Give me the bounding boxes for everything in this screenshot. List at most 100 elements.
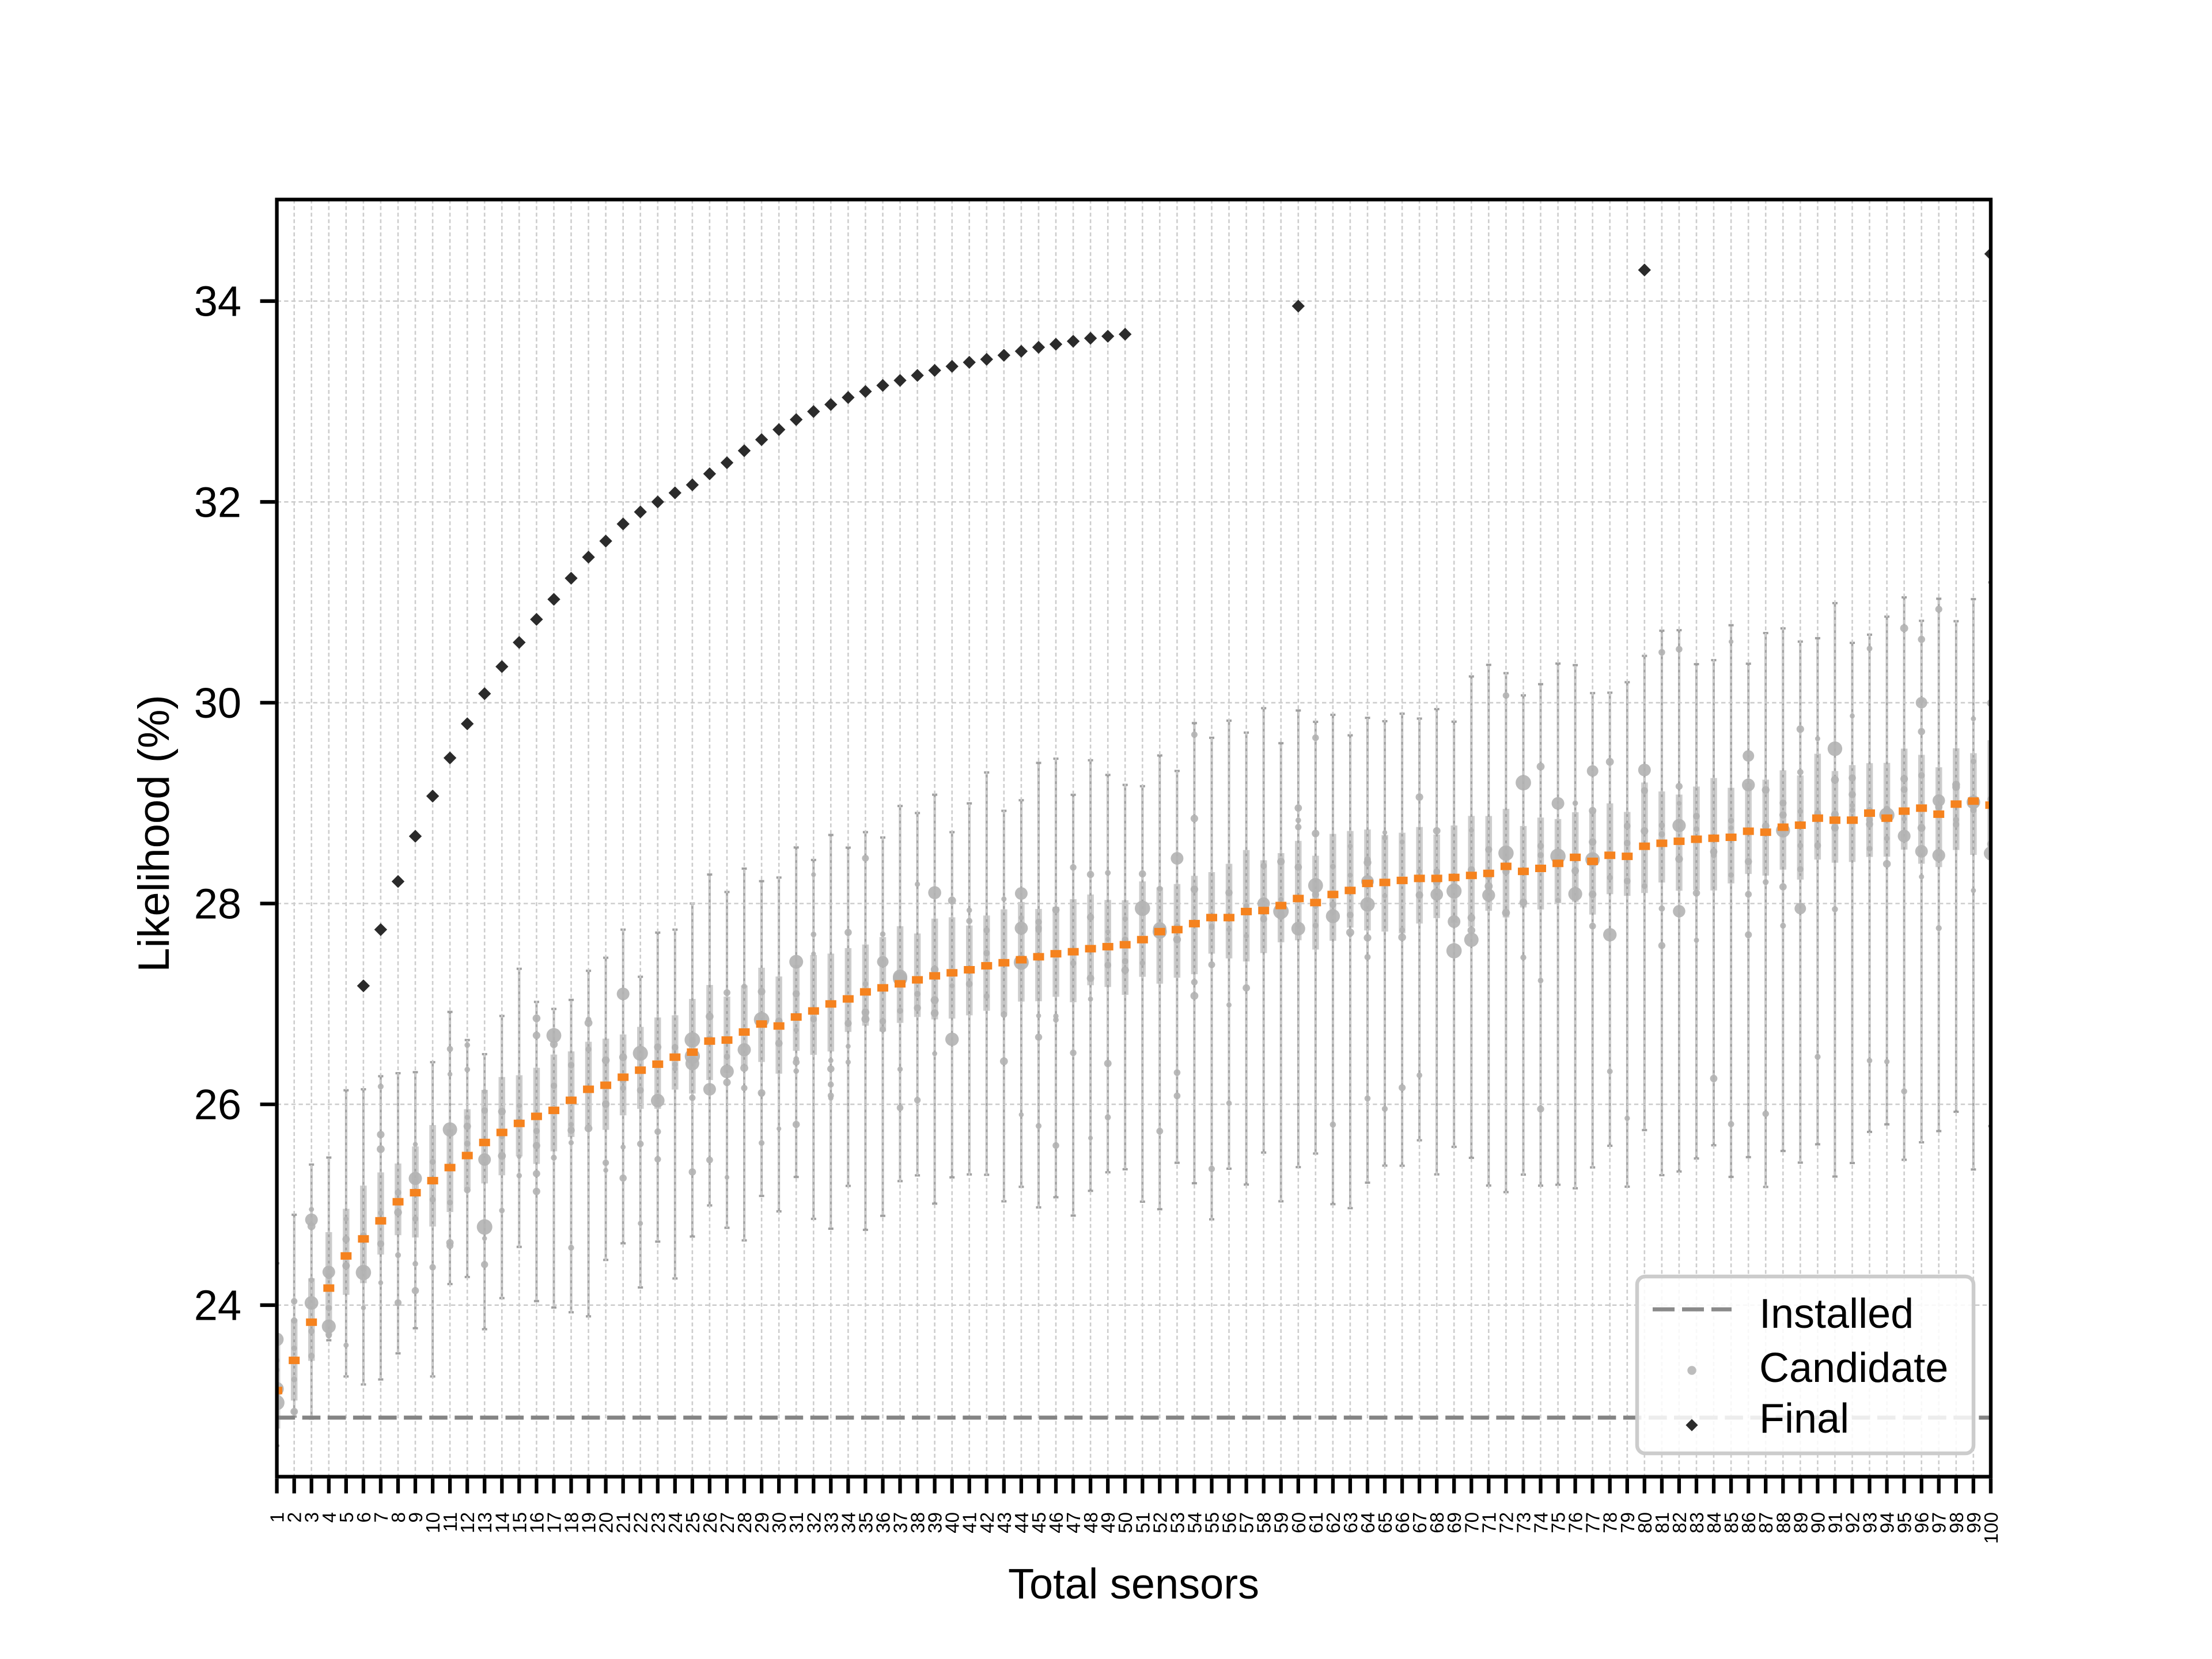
svg-text:21: 21 [613, 1512, 634, 1533]
svg-text:71: 71 [1478, 1512, 1499, 1533]
svg-text:64: 64 [1357, 1512, 1378, 1533]
svg-text:76: 76 [1565, 1512, 1586, 1533]
svg-text:11: 11 [440, 1512, 461, 1532]
svg-text:82: 82 [1669, 1512, 1690, 1533]
svg-text:42: 42 [976, 1512, 998, 1533]
svg-text:43: 43 [994, 1512, 1015, 1533]
svg-text:52: 52 [1149, 1512, 1171, 1533]
svg-text:Total sensors: Total sensors [1008, 1560, 1259, 1608]
svg-text:55: 55 [1202, 1512, 1223, 1533]
svg-text:19: 19 [578, 1512, 600, 1533]
svg-text:61: 61 [1305, 1512, 1327, 1533]
svg-text:62: 62 [1323, 1512, 1344, 1533]
svg-text:30: 30 [768, 1512, 790, 1533]
svg-text:94: 94 [1877, 1512, 1898, 1533]
svg-text:18: 18 [561, 1512, 582, 1533]
svg-text:Final: Final [1759, 1396, 1849, 1442]
svg-text:78: 78 [1600, 1512, 1621, 1533]
svg-text:97: 97 [1929, 1512, 1950, 1533]
svg-text:45: 45 [1028, 1512, 1050, 1533]
svg-text:26: 26 [699, 1512, 721, 1533]
svg-text:34: 34 [838, 1512, 859, 1533]
svg-text:96: 96 [1911, 1512, 1933, 1533]
svg-text:56: 56 [1219, 1512, 1240, 1533]
svg-text:49: 49 [1097, 1512, 1119, 1533]
svg-text:32: 32 [194, 478, 241, 526]
svg-text:53: 53 [1166, 1512, 1188, 1533]
svg-text:27: 27 [717, 1512, 738, 1533]
svg-text:50: 50 [1115, 1512, 1136, 1533]
svg-text:29: 29 [751, 1512, 772, 1533]
svg-text:81: 81 [1652, 1512, 1673, 1533]
svg-text:65: 65 [1374, 1512, 1396, 1533]
svg-text:59: 59 [1271, 1512, 1292, 1533]
svg-text:70: 70 [1461, 1512, 1482, 1533]
svg-text:35: 35 [855, 1512, 876, 1533]
svg-text:93: 93 [1859, 1512, 1881, 1533]
svg-text:7: 7 [370, 1512, 392, 1522]
svg-text:67: 67 [1409, 1512, 1430, 1533]
svg-text:75: 75 [1548, 1512, 1569, 1533]
svg-text:77: 77 [1582, 1512, 1604, 1533]
svg-text:90: 90 [1807, 1512, 1828, 1533]
svg-text:Installed: Installed [1759, 1291, 1914, 1337]
svg-text:12: 12 [457, 1512, 478, 1533]
svg-text:17: 17 [544, 1512, 565, 1533]
svg-text:92: 92 [1842, 1512, 1863, 1533]
svg-text:33: 33 [820, 1512, 842, 1533]
svg-text:16: 16 [526, 1512, 547, 1533]
svg-text:46: 46 [1046, 1512, 1067, 1533]
svg-text:51: 51 [1132, 1512, 1153, 1533]
svg-text:74: 74 [1531, 1512, 1552, 1533]
svg-text:63: 63 [1340, 1512, 1361, 1533]
svg-text:83: 83 [1686, 1512, 1707, 1533]
svg-text:39: 39 [925, 1512, 946, 1533]
svg-text:54: 54 [1184, 1512, 1205, 1533]
svg-text:31: 31 [786, 1512, 807, 1533]
svg-text:24: 24 [665, 1512, 686, 1533]
svg-text:Candidate: Candidate [1759, 1345, 1948, 1391]
svg-text:72: 72 [1495, 1512, 1517, 1533]
svg-text:22: 22 [630, 1512, 652, 1533]
svg-text:47: 47 [1063, 1512, 1084, 1533]
svg-text:87: 87 [1755, 1512, 1777, 1533]
svg-text:28: 28 [734, 1512, 755, 1533]
svg-text:26: 26 [194, 1081, 241, 1128]
svg-text:79: 79 [1617, 1512, 1638, 1533]
svg-text:28: 28 [194, 880, 241, 928]
svg-text:86: 86 [1738, 1512, 1759, 1533]
svg-text:58: 58 [1253, 1512, 1275, 1533]
svg-text:98: 98 [1946, 1512, 1967, 1533]
svg-text:9: 9 [405, 1512, 426, 1522]
svg-text:60: 60 [1288, 1512, 1309, 1533]
svg-text:85: 85 [1721, 1512, 1742, 1533]
svg-text:40: 40 [942, 1512, 963, 1533]
svg-text:3: 3 [301, 1512, 323, 1522]
svg-text:8: 8 [388, 1512, 409, 1522]
svg-text:5: 5 [336, 1512, 357, 1522]
svg-text:1: 1 [267, 1512, 288, 1522]
svg-text:41: 41 [959, 1512, 980, 1533]
svg-text:23: 23 [647, 1512, 669, 1533]
svg-text:2: 2 [284, 1512, 305, 1522]
svg-text:66: 66 [1392, 1512, 1413, 1533]
svg-text:69: 69 [1444, 1512, 1465, 1533]
svg-text:4: 4 [319, 1512, 340, 1522]
svg-text:38: 38 [907, 1512, 929, 1533]
svg-text:6: 6 [353, 1512, 374, 1522]
svg-text:48: 48 [1080, 1512, 1101, 1533]
svg-text:13: 13 [474, 1512, 495, 1533]
svg-text:89: 89 [1790, 1512, 1811, 1533]
svg-text:37: 37 [890, 1512, 911, 1533]
svg-text:14: 14 [491, 1512, 513, 1533]
svg-text:25: 25 [682, 1512, 703, 1533]
svg-text:57: 57 [1236, 1512, 1257, 1533]
svg-text:95: 95 [1894, 1512, 1915, 1533]
svg-text:68: 68 [1426, 1512, 1448, 1533]
svg-text:32: 32 [803, 1512, 824, 1533]
svg-text:100: 100 [1980, 1512, 2002, 1544]
svg-text:84: 84 [1703, 1512, 1725, 1533]
svg-text:44: 44 [1011, 1512, 1032, 1533]
svg-text:15: 15 [509, 1512, 530, 1533]
svg-text:34: 34 [194, 278, 241, 325]
